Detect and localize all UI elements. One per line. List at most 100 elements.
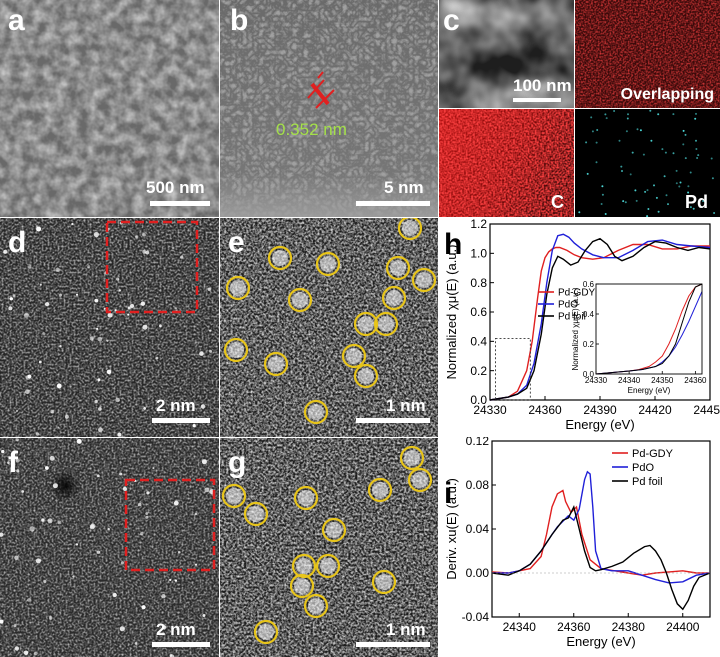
atom-dot <box>72 575 75 578</box>
scalebar-label-c: 100 nm <box>513 76 572 95</box>
scalebar-e <box>356 418 430 423</box>
atom-circle-icon <box>373 311 399 337</box>
overlapping-map-tile: Overlapping <box>575 0 720 108</box>
atom-dot <box>25 389 30 395</box>
pd-dot <box>627 113 629 116</box>
pd-dot <box>646 215 649 217</box>
pd-dot <box>655 196 658 199</box>
atom-dot <box>145 515 149 519</box>
pd-dot <box>695 112 697 115</box>
series-line-pdo <box>492 470 711 584</box>
atom-dot <box>376 574 392 590</box>
pd-dot <box>682 143 685 146</box>
atom-dot <box>320 558 336 574</box>
atom-dot <box>76 438 82 444</box>
pd-dot <box>653 184 655 187</box>
panel-d-haadf-stem: d 2 nm <box>0 218 219 437</box>
pd-dot <box>629 173 632 176</box>
inset-x-tick-label: 24350 <box>651 376 674 385</box>
atom-dot <box>358 368 374 384</box>
y-tick-label: 0.08 <box>466 478 490 492</box>
pd-dot <box>622 200 625 203</box>
atom-dot <box>1 449 5 454</box>
atom-dot <box>98 407 102 411</box>
atom-dot <box>404 450 420 466</box>
atom-dot <box>122 486 127 491</box>
legend-label: Pd-GDY <box>558 288 596 299</box>
atom-circle-icon <box>315 251 341 277</box>
atom-dot <box>268 356 284 372</box>
atom-dot <box>48 616 53 620</box>
panel-label-g: g <box>228 446 247 479</box>
panel-label-d: d <box>8 226 27 259</box>
atom-dot <box>127 306 131 310</box>
y-axis-label: Normalized χμ(E) (a.u.) <box>444 245 459 380</box>
legend-label: Pd foil <box>558 312 586 323</box>
pd-dot <box>595 141 598 144</box>
pd-dot <box>692 207 695 210</box>
y-tick-label: 0.6 <box>470 305 487 319</box>
atom-dot <box>7 461 10 464</box>
pd-dot <box>663 175 666 178</box>
atom-dot <box>119 472 123 476</box>
pd-dot <box>697 154 700 157</box>
lattice-spacing-label: 0.352 nm <box>276 120 347 139</box>
pd-dot <box>664 151 667 154</box>
pd-dot <box>635 199 638 202</box>
atom-circle-icon <box>367 477 393 503</box>
atom-circle-icon <box>385 255 411 281</box>
atom-dot <box>36 226 42 232</box>
atom-dot <box>96 550 101 554</box>
inset-series-line <box>595 283 703 375</box>
panel-b-hrtem-image: b 0.352 nm 5 nm <box>220 0 438 217</box>
atom-dot <box>38 360 42 364</box>
atom-dot <box>118 289 122 292</box>
atom-circle-icon <box>315 553 341 579</box>
lattice-marker-icon <box>307 71 335 109</box>
map-label-c: C <box>551 192 564 212</box>
pd-dot <box>684 133 687 136</box>
atom-dot <box>228 342 244 358</box>
atom-dot <box>103 307 106 310</box>
atom-dot <box>192 424 196 428</box>
pd-dot <box>636 128 639 131</box>
atom-dot <box>402 220 418 236</box>
atom-dot <box>127 313 130 316</box>
atom-dot <box>140 301 146 306</box>
atom-dot <box>199 351 204 356</box>
pd-dot <box>672 113 675 116</box>
atom-dot <box>59 293 62 297</box>
panel-e-zoomed-stem: e 1 nm <box>220 218 438 437</box>
atom-dot <box>142 249 147 254</box>
panel-label-c: c <box>443 4 460 37</box>
atom-dot <box>0 532 4 537</box>
y-tick-label: 0.00 <box>466 566 490 580</box>
inset-y-tick-label: 0.2 <box>583 340 595 349</box>
pd-dot <box>585 141 588 144</box>
atom-dot <box>8 306 13 311</box>
panel-label-e: e <box>228 226 245 259</box>
atom-circle-icon <box>353 363 379 389</box>
atom-dot <box>93 231 99 238</box>
panel-label-f: f <box>8 446 18 479</box>
atom-dot <box>47 518 53 524</box>
series-line-pd-gdy <box>489 243 710 401</box>
atom-dot <box>49 455 55 461</box>
atom-dot <box>9 297 13 301</box>
map-label-overlapping: Overlapping <box>620 86 714 103</box>
y-tick-label: -0.04 <box>462 610 490 624</box>
atom-dot <box>152 467 155 470</box>
atom-dot <box>294 578 310 594</box>
atom-dot <box>378 316 394 332</box>
pd-dot <box>618 139 621 142</box>
inset-region-box <box>495 337 531 401</box>
panel-label-a: a <box>8 4 25 37</box>
atom-circle-icon <box>289 573 315 599</box>
atom-dot <box>39 283 42 286</box>
atom-dot <box>178 550 181 554</box>
atom-dot <box>162 625 167 630</box>
atom-dot <box>55 267 60 272</box>
atom-dot <box>202 614 206 617</box>
atom-circle-icon <box>411 267 437 293</box>
atom-dot <box>29 526 35 532</box>
